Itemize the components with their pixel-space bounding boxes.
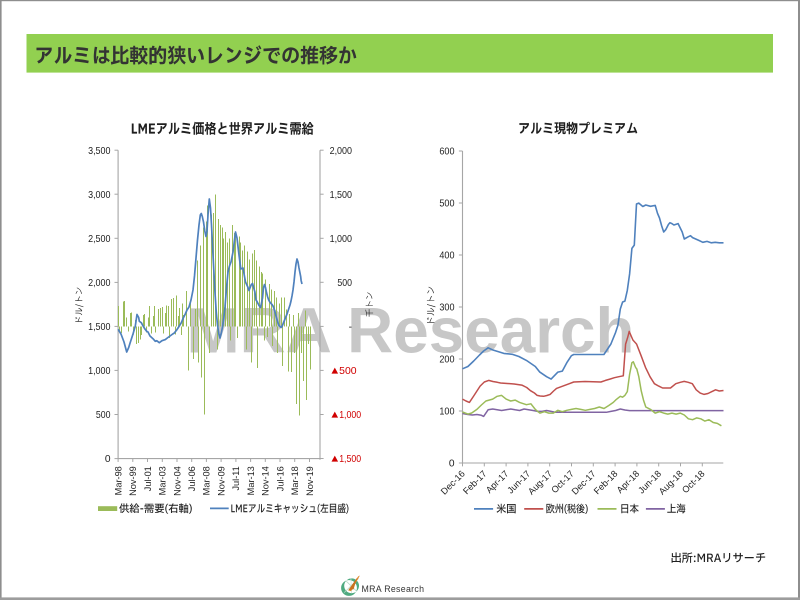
svg-text:Mar-08: Mar-08: [202, 466, 212, 495]
svg-text:3,000: 3,000: [88, 190, 111, 201]
svg-text:Jul-01: Jul-01: [143, 466, 153, 491]
svg-text:Nov-19: Nov-19: [305, 466, 315, 496]
svg-text:1,000: 1,000: [339, 410, 361, 421]
svg-text:1,000: 1,000: [88, 366, 111, 377]
svg-text:500: 500: [337, 278, 352, 289]
svg-text:Jul-16: Jul-16: [275, 466, 285, 491]
svg-text:2,000: 2,000: [88, 278, 111, 289]
svg-text:MRA Research: MRA Research: [362, 584, 425, 594]
svg-text:-: -: [349, 322, 352, 333]
svg-text:1,500: 1,500: [339, 454, 361, 465]
svg-text:1,500: 1,500: [330, 190, 353, 201]
svg-text:Mar-18: Mar-18: [290, 466, 300, 495]
svg-text:600: 600: [439, 147, 454, 158]
svg-text:Mar-98: Mar-98: [113, 466, 123, 495]
svg-text:3,500: 3,500: [88, 146, 111, 157]
svg-text:Mar-03: Mar-03: [158, 466, 168, 495]
svg-text:Nov-14: Nov-14: [261, 466, 271, 496]
svg-text:2,000: 2,000: [330, 146, 353, 157]
svg-text:1,500: 1,500: [88, 322, 111, 333]
svg-text:0: 0: [105, 454, 111, 465]
svg-text:400: 400: [439, 251, 454, 262]
svg-text:100: 100: [439, 407, 454, 418]
svg-text:Jul-06: Jul-06: [187, 466, 197, 491]
svg-text:200: 200: [439, 355, 454, 366]
svg-text:Mar-13: Mar-13: [246, 466, 256, 495]
svg-text:Nov-04: Nov-04: [172, 466, 182, 496]
svg-text:0: 0: [449, 459, 455, 470]
svg-text:Nov-99: Nov-99: [128, 466, 138, 496]
svg-text:1,000: 1,000: [330, 234, 353, 245]
svg-text:Nov-09: Nov-09: [216, 466, 226, 496]
svg-text:Jul-11: Jul-11: [231, 466, 241, 490]
svg-text:500: 500: [439, 199, 454, 210]
svg-text:2,500: 2,500: [88, 234, 111, 245]
svg-text:500: 500: [96, 410, 111, 421]
svg-text:MRA Research: MRA Research: [187, 295, 635, 367]
svg-text:300: 300: [439, 303, 454, 314]
svg-text:500: 500: [339, 366, 357, 377]
